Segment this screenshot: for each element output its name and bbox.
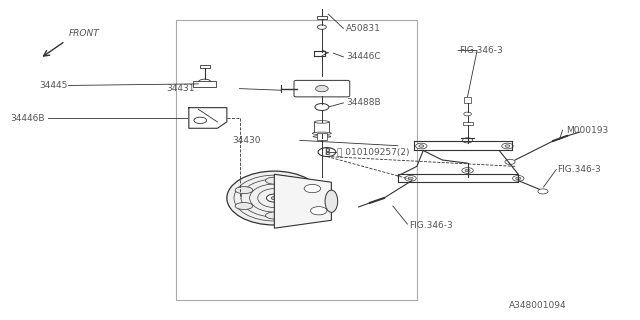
Circle shape [513,176,524,181]
Ellipse shape [325,190,338,212]
Text: FIG.346-3: FIG.346-3 [410,220,453,229]
Circle shape [505,145,510,147]
Text: Ⓑ 010109257(2): Ⓑ 010109257(2) [337,147,410,156]
Bar [465,97,471,103]
Circle shape [318,148,336,156]
Circle shape [317,25,326,29]
Circle shape [316,85,328,92]
Ellipse shape [314,121,330,123]
Ellipse shape [294,188,330,214]
Circle shape [538,189,548,194]
Circle shape [419,145,424,147]
Circle shape [198,79,211,85]
Circle shape [464,112,472,116]
Circle shape [463,138,473,143]
Circle shape [408,177,413,180]
Bar [193,81,216,87]
Circle shape [315,104,329,110]
Text: 34445: 34445 [39,81,67,90]
Text: 34446B: 34446B [10,114,44,123]
Ellipse shape [296,187,314,194]
Ellipse shape [266,194,282,202]
Ellipse shape [227,171,322,225]
Circle shape [304,184,321,193]
Circle shape [194,117,207,124]
Text: FRONT: FRONT [68,29,99,38]
Ellipse shape [313,136,331,138]
Text: 34488B: 34488B [346,99,381,108]
Ellipse shape [266,212,284,219]
Polygon shape [275,174,332,228]
Bar [317,133,327,140]
Circle shape [415,143,427,149]
Text: A348001094: A348001094 [509,301,566,310]
Text: 34430: 34430 [232,136,261,145]
Text: M000193: M000193 [566,126,608,135]
Bar [317,16,327,19]
Bar [463,122,473,125]
Ellipse shape [296,203,314,210]
Circle shape [516,177,521,180]
Bar [200,65,210,68]
Ellipse shape [271,196,278,200]
Ellipse shape [266,177,284,184]
Ellipse shape [312,132,332,135]
Ellipse shape [235,187,253,194]
Text: FIG.346-3: FIG.346-3 [557,165,601,174]
Text: FIG.346-3: FIG.346-3 [460,46,503,55]
Bar [314,122,330,133]
Circle shape [310,207,327,215]
Circle shape [465,169,470,172]
Text: A50831: A50831 [346,24,381,33]
Text: 34446C: 34446C [346,52,381,61]
Ellipse shape [235,203,253,210]
Circle shape [405,176,416,181]
Text: 34431: 34431 [166,84,195,93]
Bar [176,20,417,300]
Text: B: B [324,148,330,156]
Circle shape [502,143,513,149]
Circle shape [462,168,473,173]
FancyBboxPatch shape [294,80,349,97]
Circle shape [505,159,515,164]
